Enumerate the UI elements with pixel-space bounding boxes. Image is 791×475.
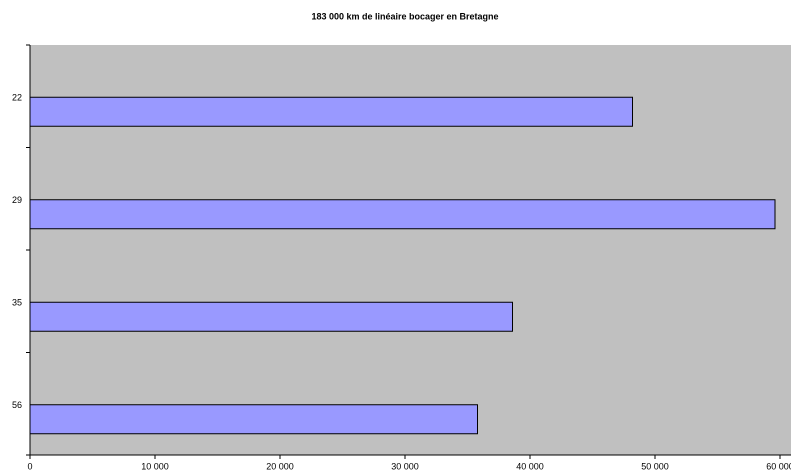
y-tick-label: 29: [12, 195, 22, 205]
x-tick-label: 0: [27, 461, 32, 471]
bar: [29, 404, 478, 435]
x-tick-label: 60 000: [766, 461, 791, 471]
x-tick-label: 40 000: [516, 461, 544, 471]
bar: [29, 199, 776, 230]
x-tick-label: 50 000: [641, 461, 669, 471]
y-tick-label: 35: [12, 298, 22, 308]
chart-title: 183 000 km de linéaire bocager en Bretag…: [311, 11, 498, 21]
y-tick-label: 22: [12, 93, 22, 103]
x-tick-label: 20 000: [266, 461, 294, 471]
bar: [29, 301, 513, 332]
x-tick-label: 10 000: [141, 461, 169, 471]
bar: [29, 96, 633, 127]
y-tick-label: 56: [12, 400, 22, 410]
x-tick-label: 30 000: [391, 461, 419, 471]
